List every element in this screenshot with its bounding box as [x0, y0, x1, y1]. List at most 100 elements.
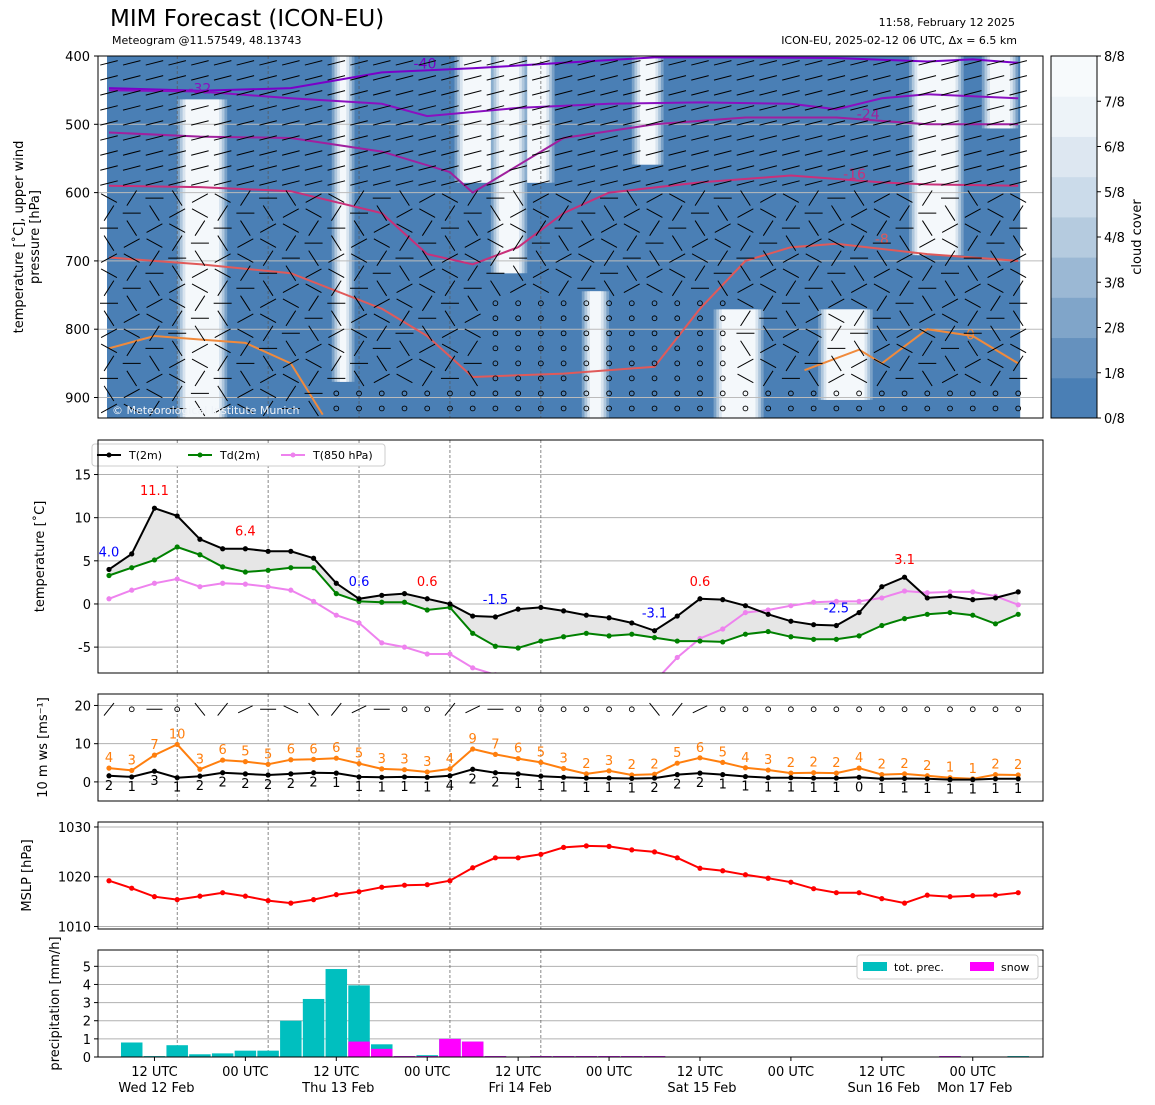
calm-wind-marker	[651, 360, 658, 367]
calm-wind-marker	[651, 315, 658, 322]
series-point	[151, 752, 158, 758]
wind-barb	[717, 280, 728, 297]
calm-wind-marker	[969, 706, 976, 713]
calm-wind-marker	[515, 375, 521, 382]
wind-barb	[762, 220, 774, 236]
wind-barb	[873, 193, 890, 203]
calm-wind-marker	[538, 300, 544, 307]
wind-barb	[419, 358, 436, 369]
series-point	[129, 767, 135, 774]
wind-barb	[896, 328, 913, 339]
wind-barb	[444, 310, 456, 327]
wind-barb	[146, 388, 163, 399]
wind-value-label: 1	[1014, 782, 1022, 797]
wind-barb	[785, 280, 797, 297]
calm-wind-marker	[901, 706, 908, 713]
series-point	[515, 755, 521, 762]
wind-barb	[100, 150, 118, 156]
precip-bar	[166, 1045, 188, 1057]
wind-barb	[694, 220, 706, 236]
wind-barb	[213, 180, 232, 186]
wind-barb	[895, 90, 914, 96]
wind-barb	[918, 90, 937, 96]
calm-wind-marker	[901, 390, 908, 397]
wind-value-label: 2	[491, 776, 499, 791]
wind-barb	[123, 313, 140, 324]
wind-barb	[145, 150, 164, 156]
wind-barb	[649, 702, 660, 716]
wind-value-label: 1	[741, 780, 749, 795]
wind-barb	[762, 250, 774, 267]
wind-barb	[399, 340, 410, 357]
wind-value-label: 2	[309, 776, 317, 791]
calm-wind-marker	[992, 390, 999, 397]
wind-barb	[577, 135, 596, 141]
wind-barb	[509, 120, 527, 126]
wind-barb	[691, 150, 709, 156]
series-point	[106, 773, 112, 779]
wind-barb	[510, 283, 527, 293]
wind-barb	[626, 235, 638, 251]
series-point	[174, 741, 180, 748]
series-point	[197, 766, 203, 772]
wind-barb	[782, 268, 800, 278]
series-point	[720, 868, 726, 874]
wind-barb	[444, 205, 456, 221]
wind-barb	[1012, 235, 1024, 251]
wind-barb	[441, 120, 459, 126]
wind-barb	[645, 180, 664, 186]
wind-barb	[740, 340, 751, 357]
wind-barb	[304, 90, 323, 96]
calm-wind-marker	[651, 375, 658, 382]
wind-barb	[827, 90, 846, 96]
wind-barb	[350, 135, 368, 141]
colorbar-tick-label: 4/8	[1104, 231, 1125, 246]
wind-value-label: 2	[878, 758, 886, 773]
wind-barb	[532, 180, 550, 186]
series-point	[788, 603, 794, 609]
wind-barb	[921, 370, 933, 387]
wind-barb	[760, 358, 777, 369]
wind-barb	[486, 165, 505, 171]
wind-barb	[100, 105, 118, 111]
wind-value-label: 1	[946, 761, 954, 776]
wind-barb	[126, 370, 138, 387]
wind-barb	[713, 60, 732, 66]
wind-barb	[850, 90, 868, 96]
cloud-cover-shading	[589, 291, 601, 418]
wind-barb	[327, 90, 346, 96]
wind-barb	[304, 180, 323, 186]
wind-value-label: 2	[219, 776, 227, 791]
wind-barb	[600, 150, 618, 156]
wind-barb	[463, 75, 482, 81]
calm-wind-marker	[697, 405, 703, 412]
wind-barb	[918, 135, 937, 141]
y-axis-label: temperature [˚C], upper wind	[11, 141, 27, 334]
colorbar-swatch	[1051, 176, 1097, 218]
wind-barb	[103, 310, 115, 327]
wind-barb	[804, 60, 823, 66]
upper-air-panel: 400 500 600 700 800 900 -40 -32 -24 -16 -8 0 tempera…	[11, 50, 1044, 419]
calm-wind-marker	[538, 405, 544, 412]
calm-wind-marker	[856, 706, 862, 713]
wind-barb	[577, 105, 596, 111]
x-tick-label: 12 UTC	[495, 1065, 541, 1080]
wind-barb	[872, 165, 891, 171]
wind-barb	[171, 310, 183, 327]
series-point	[788, 634, 794, 640]
wind-barb	[217, 235, 228, 251]
legend-swatch	[863, 962, 887, 971]
y-tick-label: 900	[65, 392, 90, 407]
calm-wind-marker	[560, 405, 567, 412]
wind-barb	[691, 120, 709, 126]
wind-barb	[512, 235, 524, 251]
wind-barb	[262, 250, 274, 267]
page-subtitle: Meteogram @11.57549, 48.13743	[112, 34, 302, 47]
series-point	[333, 612, 339, 618]
wind-barb	[396, 373, 413, 384]
calm-wind-marker	[515, 330, 521, 337]
wind-barb	[421, 325, 433, 342]
wind-barb	[169, 358, 186, 369]
wind-barb	[944, 250, 956, 267]
wind-value-label: 1	[355, 780, 363, 795]
